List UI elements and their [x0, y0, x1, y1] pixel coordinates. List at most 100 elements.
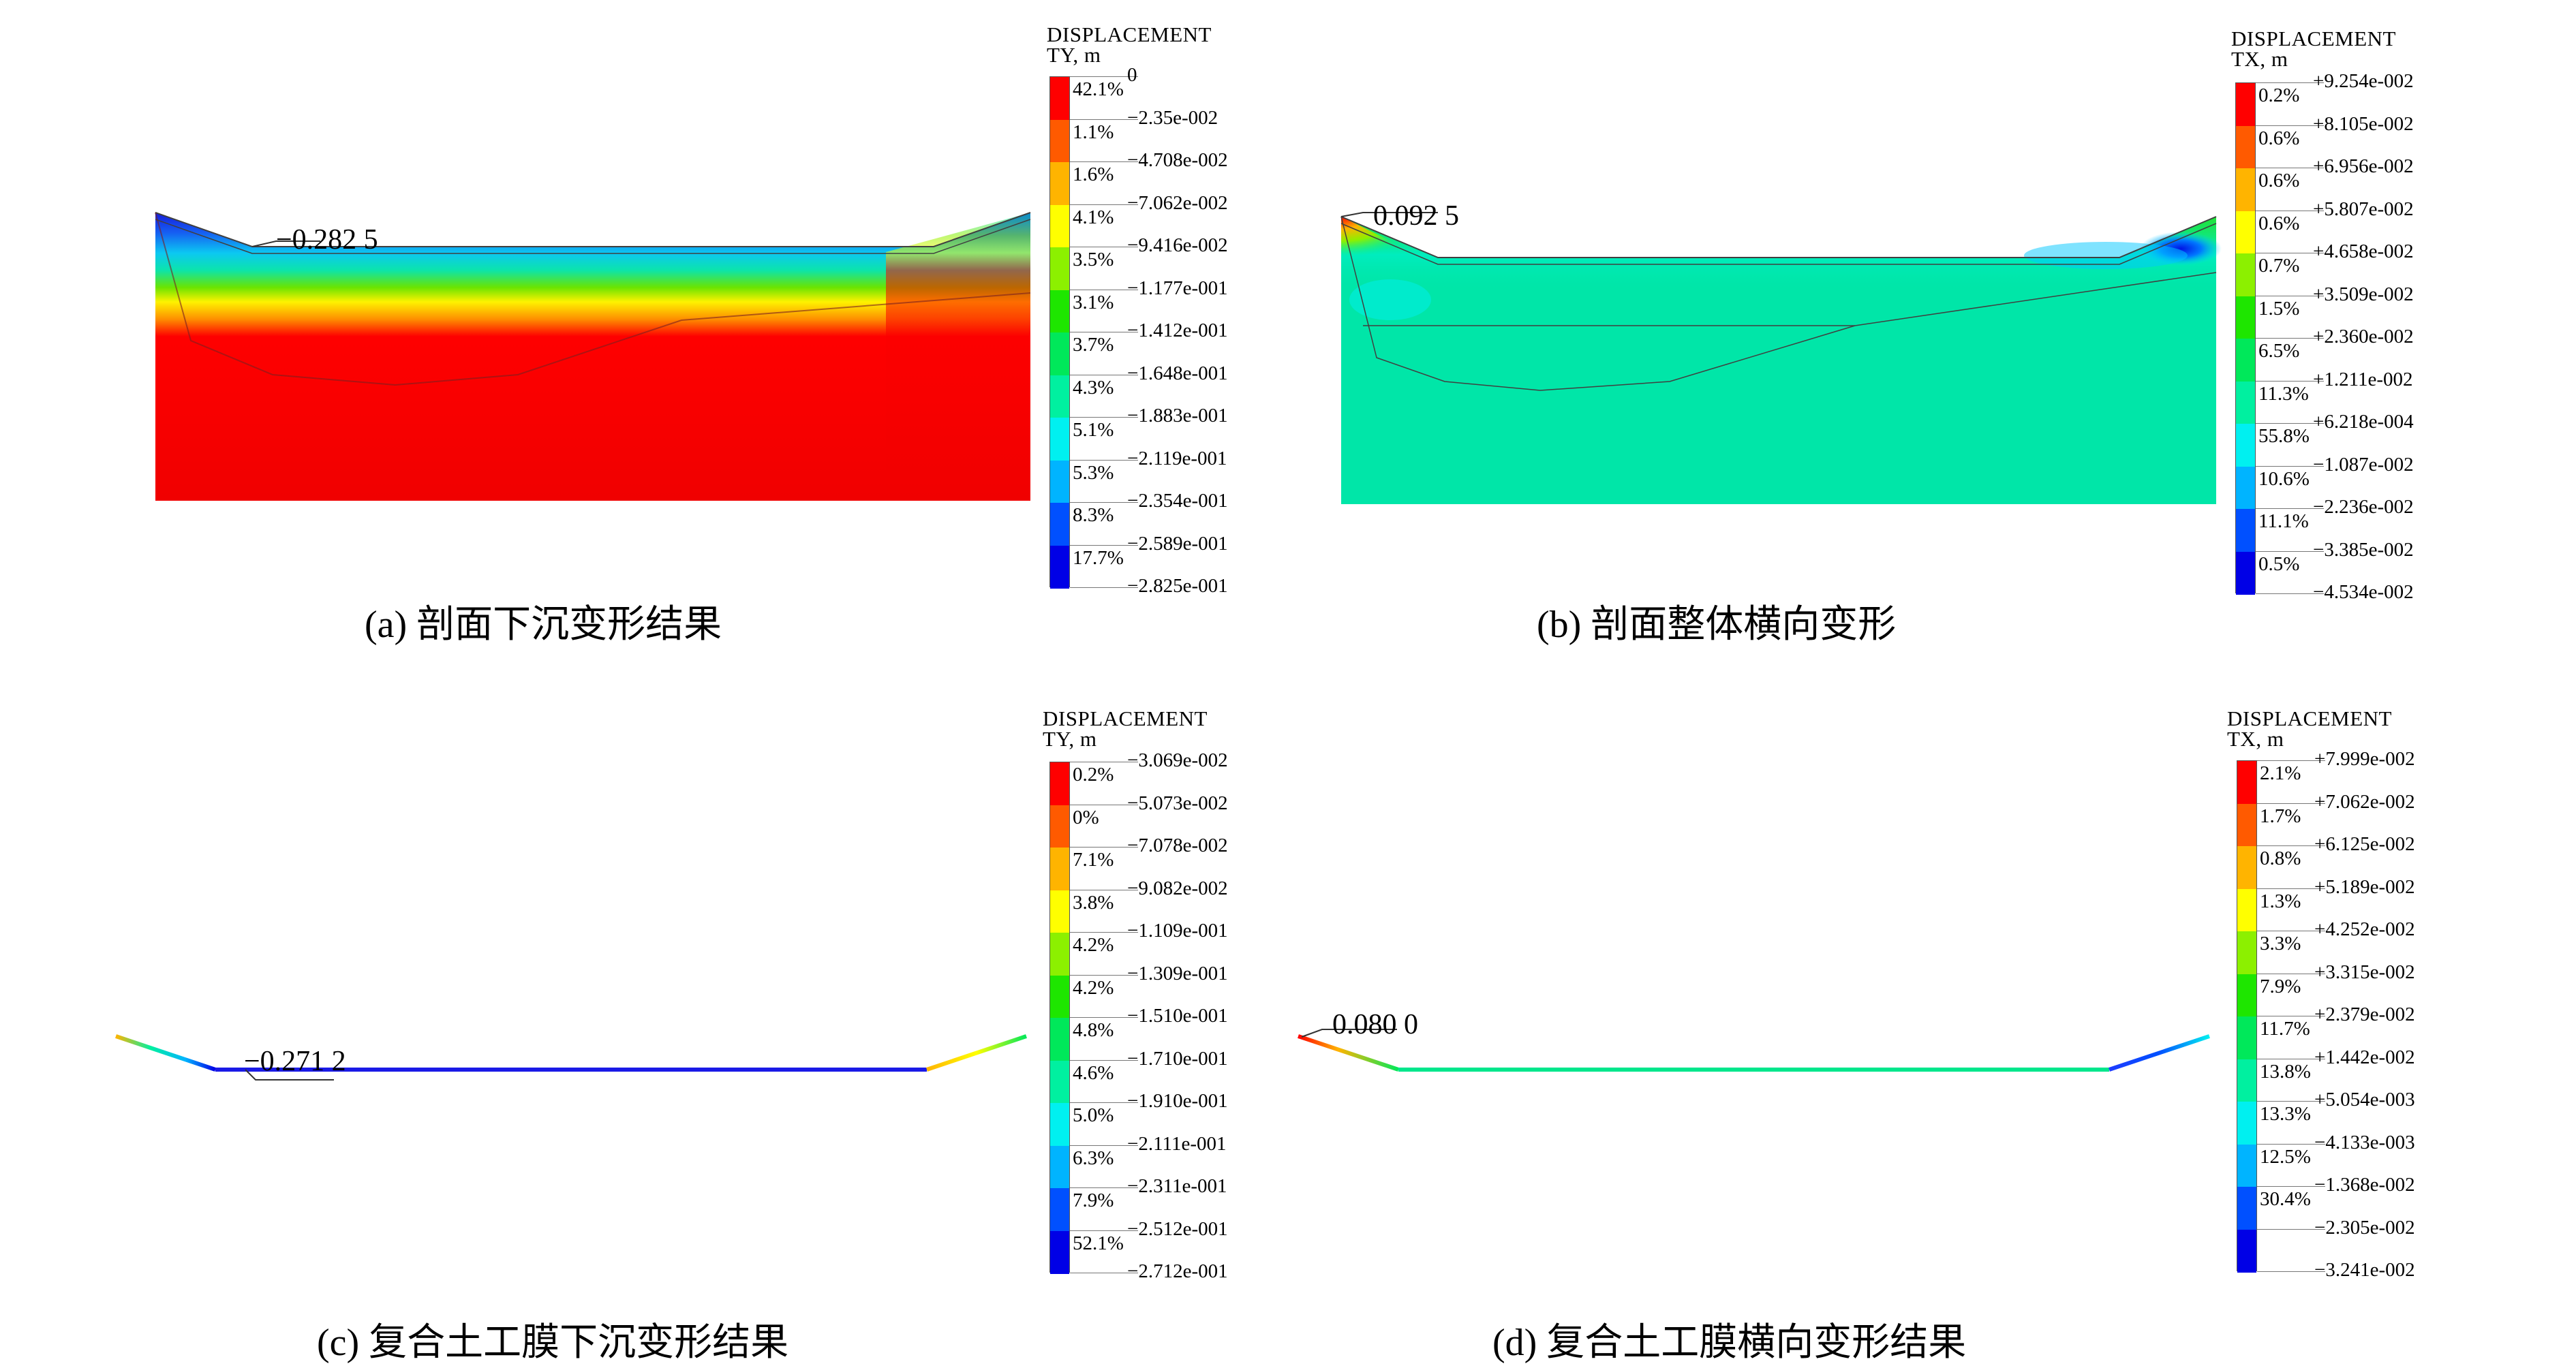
legend-tick-line — [1070, 502, 1138, 503]
legend-tick-line — [1070, 1145, 1138, 1146]
legend-swatch — [1050, 332, 1069, 375]
legend-percent: 1.1% — [1073, 121, 1114, 143]
legend-tick-label: 0 — [1127, 64, 1137, 86]
legend-tick-label: −1.510e-001 — [1127, 1005, 1228, 1027]
legend-percent: 11.1% — [2258, 510, 2309, 532]
legend-percent: 1.3% — [2260, 890, 2301, 912]
legend-percent: 7.9% — [1073, 1190, 1114, 1211]
legend-swatch — [2237, 974, 2256, 1017]
legend-tick-line — [2257, 803, 2325, 804]
legend-tick-label: −3.385e-002 — [2313, 538, 2414, 561]
legend-tick-label: +2.360e-002 — [2313, 326, 2414, 347]
membrane-horizontal-contour — [1298, 1029, 2210, 1072]
legend-tick-line — [2256, 465, 2324, 467]
legend-percent: 2.1% — [2260, 762, 2301, 784]
legend-tick-line — [1070, 76, 1138, 77]
legend-tick-line — [1070, 1187, 1138, 1188]
legend-tick-label: +6.125e-002 — [2314, 833, 2415, 855]
legend-swatch — [2236, 466, 2255, 510]
legend-tick-line — [2256, 380, 2324, 382]
legend-swatch — [2236, 339, 2255, 382]
max-value-annotation: −0.282 5 — [276, 224, 378, 255]
legend-swatch — [1050, 933, 1069, 976]
legend-tick-label: −1.883e-001 — [1127, 405, 1228, 426]
legend-percent: 42.1% — [1073, 78, 1124, 100]
legend-percent: 11.7% — [2260, 1018, 2310, 1040]
legend-tick-label: −1.368e-002 — [2314, 1174, 2415, 1196]
legend-swatch — [2237, 1102, 2256, 1145]
legend-swatch — [2237, 803, 2256, 847]
legend-tick-label: −4.534e-002 — [2313, 581, 2414, 603]
section-horizontal-contour — [1340, 212, 2222, 504]
legend-swatch — [1050, 1230, 1069, 1274]
legend-tick-line — [2257, 888, 2325, 889]
legend-swatch — [1050, 460, 1069, 503]
legend-percent: 10.6% — [2258, 467, 2310, 490]
legend-tick-line — [1070, 932, 1138, 933]
legend-tick-line — [2256, 593, 2324, 594]
legend-swatch — [2237, 1059, 2256, 1102]
legend-tick-label: +4.252e-002 — [2314, 918, 2415, 940]
legend-tick-label: +5.807e-002 — [2313, 198, 2414, 220]
legend-tick-label: +5.054e-003 — [2314, 1089, 2415, 1110]
legend-swatch — [2236, 125, 2255, 169]
legend-percent: 13.8% — [2260, 1060, 2311, 1083]
legend-title: DISPLACEMENT TY, m — [1047, 22, 1212, 67]
legend-percent: 3.7% — [1073, 334, 1114, 356]
legend-percent: 55.8% — [2258, 425, 2310, 447]
legend-tick-label: −1.412e-001 — [1127, 320, 1228, 341]
panel-a: −0.282 5 DISPLACEMENT TY, m 42.1% 1.1% 1.6… — [0, 0, 1288, 684]
legend-percent: 8.3% — [1073, 504, 1114, 526]
legend-tick-line — [2257, 1186, 2325, 1187]
legend-swatch — [1050, 375, 1069, 418]
legend-swatch — [1050, 1188, 1069, 1231]
legend-tick-label: −1.309e-001 — [1127, 962, 1228, 984]
legend-tick-label: −2.305e-002 — [2314, 1216, 2415, 1239]
legend-percent: 5.0% — [1073, 1104, 1114, 1126]
legend-tick-line — [2256, 338, 2324, 339]
legend-percent: 3.3% — [2260, 933, 2301, 954]
legend-tick-line — [2256, 550, 2324, 552]
legend-tick-label: +1.211e-002 — [2313, 368, 2413, 390]
legend-tick-line — [1070, 161, 1138, 162]
legend-percent: 0.2% — [2258, 84, 2300, 106]
legend-percent: 4.1% — [1073, 206, 1114, 228]
legend-tick-label: −7.078e-002 — [1127, 835, 1228, 856]
legend-tick-label: −7.062e-002 — [1127, 191, 1228, 214]
legend-tick-label: +1.442e-002 — [2314, 1046, 2415, 1068]
legend-tick-line — [1070, 587, 1138, 588]
caption: (b) 剖面整体横向变形 — [1537, 604, 1897, 646]
legend-percent: 30.4% — [2260, 1188, 2311, 1210]
legend-tick-label: −4.708e-002 — [1127, 149, 1228, 171]
legend-tick-line — [2256, 508, 2324, 509]
legend-percent: 4.3% — [1073, 376, 1114, 399]
legend-swatch — [1050, 1018, 1069, 1061]
legend-swatch — [2236, 168, 2255, 211]
legend-swatch — [1050, 77, 1069, 120]
legend-percent: 0% — [1073, 806, 1099, 828]
panel-b: 0.092 5 DISPLACEMENT TX, m 0.2% 0.6% 0.6% 0… — [1288, 0, 2576, 684]
legend-swatch — [1050, 848, 1069, 890]
legend-percent: 17.7% — [1073, 546, 1124, 569]
legend-tick-line — [2257, 1271, 2325, 1272]
legend-percent: 12.5% — [2260, 1145, 2311, 1168]
legend-percent: 7.9% — [2260, 975, 2301, 997]
legend-swatch — [1050, 1145, 1069, 1189]
legend-swatch — [1050, 1060, 1069, 1104]
legend-percent: 0.2% — [1073, 764, 1114, 786]
legend-swatch — [2236, 509, 2255, 552]
legend-tick-line — [1070, 459, 1138, 461]
legend-percent: 11.3% — [2258, 382, 2309, 405]
legend-percent: 3.5% — [1073, 249, 1114, 270]
legend-swatch — [1050, 418, 1069, 461]
caption: (d) 复合土工膜横向变形结果 — [1492, 1322, 1967, 1364]
legend-tick-line — [1070, 974, 1138, 976]
legend-tick-label: −2.589e-001 — [1127, 532, 1228, 555]
legend-tick-line — [1070, 1102, 1138, 1103]
legend-tick-line — [1070, 1230, 1138, 1231]
legend-tick-label: +3.509e-002 — [2313, 283, 2414, 305]
legend-tick-line — [2257, 1228, 2325, 1230]
max-value-annotation: 0.092 5 — [1373, 200, 1459, 232]
legend-tick-line — [1070, 544, 1138, 546]
legend-tick-label: −1.710e-001 — [1127, 1047, 1228, 1070]
